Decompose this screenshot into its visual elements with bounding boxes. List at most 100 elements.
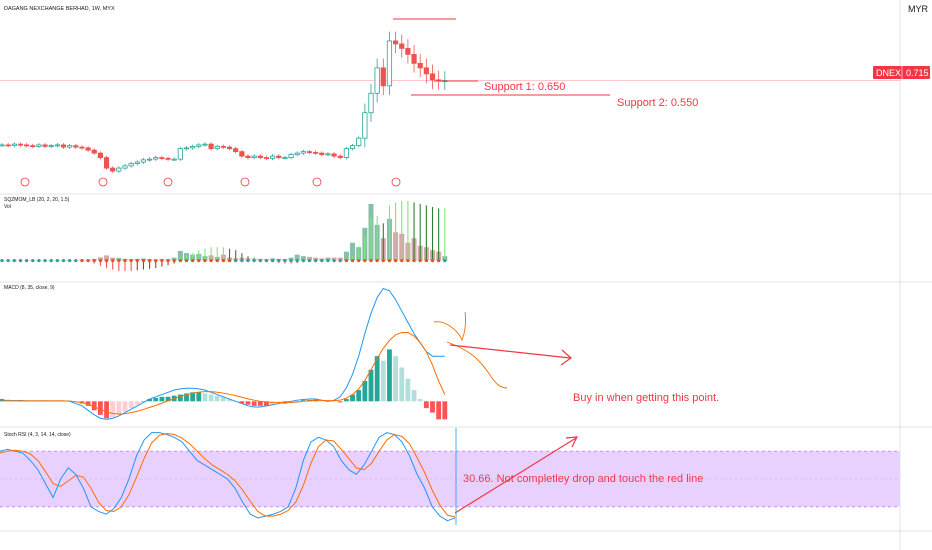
macd-histogram-bar: [141, 401, 146, 402]
macd-histogram-bar: [405, 378, 411, 402]
squeeze-dot: [363, 259, 367, 263]
price-candle: [202, 143, 208, 146]
macd-histogram-bar: [257, 401, 263, 406]
macd-histogram-bar: [423, 401, 429, 409]
macd-histogram-bar: [300, 400, 306, 402]
squeeze-dot: [437, 259, 441, 263]
signal-projection-line: [446, 341, 508, 389]
stoch-rsi-indicator-label[interactable]: Stoch RSI (4, 3, 14, 14, close): [4, 432, 71, 438]
buy-note-label: Buy in when getting this point.: [573, 392, 719, 404]
price-candle: [294, 152, 300, 156]
macd-histogram-bar: [128, 401, 134, 409]
squeeze-dot: [31, 259, 35, 263]
squeeze-dot: [443, 259, 447, 263]
macd-histogram-bar: [227, 399, 232, 402]
macd-histogram-bar: [245, 401, 251, 405]
macd-histogram-bar: [344, 399, 349, 402]
price-candle: [374, 67, 380, 94]
price-candle: [42, 144, 48, 147]
macd-histogram-bar: [374, 356, 380, 402]
price-candle: [153, 157, 159, 160]
squeeze-dot: [227, 259, 232, 263]
squeeze-dot: [307, 259, 312, 263]
volume-pane: [0, 200, 448, 272]
squeeze-dot: [141, 259, 146, 263]
squeeze-dot: [55, 259, 59, 263]
macd-arrow-line[interactable]: [449, 344, 571, 359]
price-candle: [60, 144, 67, 148]
price-candle: [282, 157, 288, 160]
squeeze-dot: [394, 259, 398, 263]
macd-histogram-bar: [122, 401, 128, 412]
volume-bar: [177, 250, 183, 261]
squeeze-dot: [92, 259, 96, 263]
stoch-k-line: [0, 432, 456, 522]
squeeze-dot: [246, 259, 250, 263]
stoch-arrow-line[interactable]: [454, 437, 577, 514]
sqzmom-indicator-label[interactable]: SQZMOM_LB (20, 2, 20, 1.5): [4, 197, 70, 203]
macd-histogram-bar: [417, 399, 423, 402]
squeeze-dot: [320, 259, 324, 263]
price-candle: [214, 145, 220, 150]
macd-histogram-bar: [337, 401, 343, 403]
signal-projection-hook: [433, 311, 466, 342]
macd-histogram-bar: [387, 349, 392, 402]
price-candle: [429, 73, 436, 81]
price-candle: [159, 157, 165, 160]
squeeze-dot: [49, 259, 53, 263]
macd-histogram-bar: [147, 399, 152, 402]
volume-bar: [104, 255, 110, 261]
macd-histogram-bar: [264, 401, 269, 406]
price-candle: [306, 151, 313, 154]
price-badge-background: [873, 66, 930, 79]
price-candle: [380, 67, 386, 87]
price-candle: [251, 155, 257, 159]
volume-bar: [294, 254, 300, 261]
squeeze-dot: [135, 259, 139, 263]
price-candle: [368, 92, 374, 114]
squeeze-dot: [178, 259, 182, 263]
squeeze-dot: [117, 259, 121, 263]
macd-histogram-bar: [110, 401, 116, 418]
squeeze-dot: [338, 259, 342, 263]
price-candle: [122, 165, 128, 169]
price-candle: [91, 149, 97, 154]
price-candle: [386, 40, 393, 87]
earnings-marker-icon: [312, 177, 322, 187]
support1-label: Support 1: 0.650: [484, 81, 565, 93]
squeeze-dot: [418, 259, 422, 263]
squeeze-dot: [111, 259, 115, 263]
macd-histogram-bar: [196, 392, 202, 402]
squeeze-dot: [314, 259, 318, 263]
price-candle: [331, 153, 337, 157]
macd-histogram-bar: [214, 395, 220, 402]
price-candle: [17, 143, 24, 146]
price-candle: [116, 167, 122, 172]
macd-histogram-bar: [177, 394, 183, 402]
squeeze-dot: [215, 259, 219, 263]
price-candle: [417, 62, 423, 69]
volume-label[interactable]: Vol: [4, 204, 11, 210]
earnings-marker-icon: [163, 177, 173, 187]
squeeze-dot: [80, 259, 84, 263]
price-candle: [269, 155, 276, 159]
squeeze-dot: [400, 259, 404, 263]
macd-histogram-bar: [380, 360, 386, 402]
price-candle: [349, 145, 356, 150]
price-candle: [54, 144, 60, 147]
price-candle: [263, 157, 270, 160]
macd-histogram-bar: [331, 401, 337, 402]
macd-pane: [0, 287, 508, 420]
currency-label: MYR: [908, 4, 929, 14]
stoch-note-label: 30.66. Not completley drop and touch the…: [463, 473, 703, 485]
earnings-marker-icon: [391, 177, 401, 187]
price-candle: [79, 146, 85, 149]
macd-histogram-bar: [368, 369, 374, 402]
price-badge-ticker: DNEX: [876, 68, 901, 78]
macd-indicator-label[interactable]: MACD (8, 35, close, 9): [4, 285, 55, 291]
macd-histogram-bar: [270, 401, 275, 405]
price-candle: [146, 158, 153, 161]
squeeze-dot: [74, 259, 78, 263]
price-candle: [23, 144, 30, 147]
